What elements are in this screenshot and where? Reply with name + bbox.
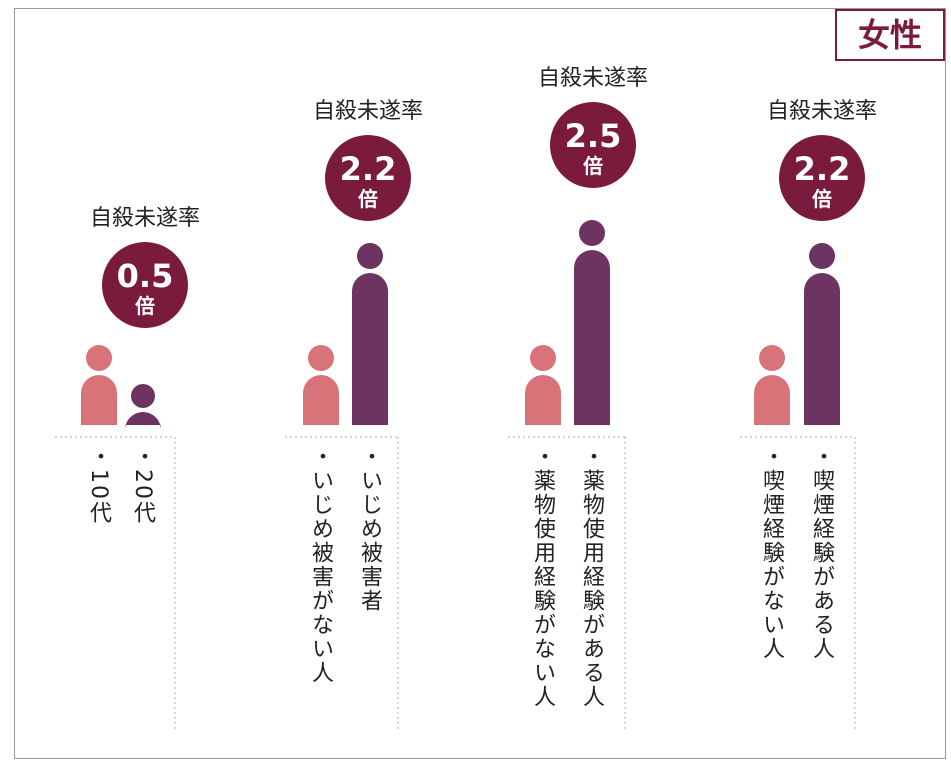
- ratio: 0.5: [117, 257, 174, 295]
- person-head: [357, 243, 383, 269]
- ratio-circle: [325, 135, 411, 221]
- heading: 自殺未遂率: [313, 99, 423, 124]
- ratio: 2.5: [565, 117, 622, 155]
- person-label: ・20代: [130, 445, 155, 525]
- person-body: [81, 375, 117, 425]
- heading: 自殺未遂率: [767, 99, 877, 124]
- person-head: [131, 384, 155, 408]
- person-head: [86, 345, 112, 371]
- ratio-unit: 倍: [583, 154, 603, 178]
- ratio-circle: [779, 135, 865, 221]
- ratio-circle: [102, 242, 188, 328]
- person-label: ・いじめ被害者: [357, 445, 382, 613]
- person-label: ・喫煙経験がない人: [759, 445, 784, 661]
- person-label: ・喫煙経験がある人: [809, 445, 834, 661]
- ratio-unit: 倍: [135, 294, 155, 318]
- ratio-circle: [550, 102, 636, 188]
- person-body: [525, 375, 561, 425]
- ratio: 2.2: [794, 150, 851, 188]
- person-label: ・薬物使用経験がない人: [530, 445, 555, 709]
- frame: [14, 8, 946, 759]
- gender-badge: 女性: [835, 9, 945, 61]
- heading: 自殺未遂率: [538, 66, 648, 91]
- person-head: [809, 243, 835, 269]
- ratio-unit: 倍: [358, 187, 378, 211]
- ratio-unit: 倍: [812, 187, 832, 211]
- person-head: [759, 345, 785, 371]
- person-body: [352, 273, 388, 425]
- person-head: [579, 220, 605, 246]
- person-head: [530, 345, 556, 371]
- person-label: ・10代: [86, 445, 111, 525]
- heading: 自殺未遂率: [90, 206, 200, 231]
- person-body: [303, 375, 339, 425]
- person-body: [125, 412, 161, 430]
- person-label: ・いじめ被害がない人: [308, 445, 333, 685]
- person-head: [308, 345, 334, 371]
- person-body: [804, 273, 840, 425]
- ratio: 2.2: [340, 150, 397, 188]
- person-body: [574, 250, 610, 425]
- person-body: [754, 375, 790, 425]
- person-label: ・薬物使用経験がある人: [579, 445, 604, 709]
